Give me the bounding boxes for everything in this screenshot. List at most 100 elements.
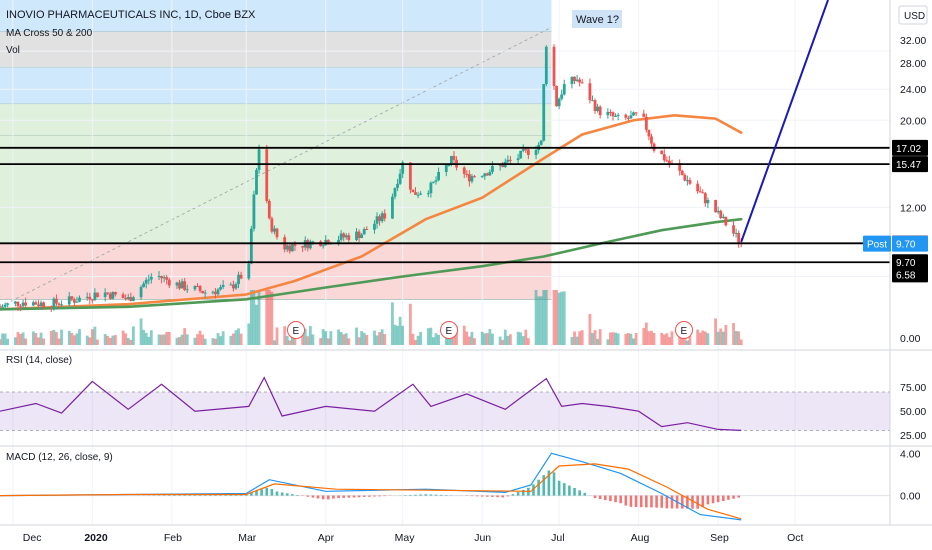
volume-bar bbox=[55, 331, 58, 345]
candle-body bbox=[21, 302, 25, 307]
time-tick-label: Feb bbox=[164, 532, 182, 544]
symbol-title[interactable]: INOVIO PHARMACEUTICALS INC, 1D, Cboe BZX bbox=[6, 9, 256, 21]
candle-body bbox=[544, 46, 548, 84]
macd-histogram-bar bbox=[337, 495, 340, 499]
macd-title[interactable]: MACD (12, 26, close, 9) bbox=[6, 452, 113, 463]
macd-histogram-bar bbox=[604, 495, 607, 501]
candle-body bbox=[560, 94, 564, 99]
candle-body bbox=[598, 106, 602, 116]
volume-bar bbox=[739, 339, 743, 345]
macd-histogram-bar bbox=[424, 494, 428, 496]
candle-body bbox=[13, 301, 17, 304]
candle-body bbox=[634, 112, 638, 114]
volume-bar bbox=[573, 331, 576, 345]
wave-label[interactable]: Wave 1? bbox=[576, 14, 619, 26]
candle-body bbox=[419, 193, 423, 195]
volume-bar bbox=[455, 326, 458, 345]
volume-bar bbox=[265, 290, 269, 345]
volume-bar bbox=[626, 333, 630, 345]
candle-body bbox=[629, 115, 633, 119]
candle-body bbox=[85, 296, 89, 298]
volume-bar bbox=[13, 337, 17, 345]
volume-bar bbox=[509, 334, 512, 345]
volume-bar bbox=[506, 335, 510, 345]
volume-bar bbox=[37, 337, 40, 345]
ma-cross-indicator-label[interactable]: MA Cross 50 & 200 bbox=[6, 28, 93, 39]
rsi-line bbox=[0, 376, 742, 431]
candle-body bbox=[542, 83, 546, 141]
macd-histogram-bar bbox=[368, 495, 371, 497]
volume-bar bbox=[685, 340, 689, 345]
volume-bar bbox=[575, 336, 579, 345]
volume-bar bbox=[609, 332, 612, 345]
volume-bar bbox=[52, 329, 56, 345]
volume-bar bbox=[562, 291, 566, 345]
macd-histogram-bar bbox=[491, 495, 494, 497]
macd-histogram-bar bbox=[660, 495, 664, 508]
candle-body bbox=[96, 292, 99, 297]
currency-box[interactable] bbox=[898, 5, 928, 25]
volume-bar bbox=[652, 332, 656, 345]
macd-histogram-bar bbox=[614, 495, 617, 503]
macd-histogram-bar bbox=[562, 483, 566, 496]
volume-bar bbox=[214, 338, 217, 345]
candle-body bbox=[70, 296, 74, 300]
volume-bar bbox=[229, 335, 233, 345]
macd-histogram-bar bbox=[486, 495, 489, 497]
time-axis[interactable]: Dec 2020 Feb Mar Apr May Jun Jul Aug Sep Oct bbox=[0, 524, 932, 544]
price-tick-label: 12.00 bbox=[900, 202, 926, 214]
trend-drawings[interactable] bbox=[740, 0, 829, 243]
volume-indicator-label[interactable]: Vol bbox=[6, 45, 20, 56]
macd-histogram-bar bbox=[419, 494, 422, 496]
horizontal-levels[interactable] bbox=[0, 146, 890, 264]
candle-body bbox=[498, 164, 502, 166]
candle-body bbox=[596, 106, 600, 112]
volume-bar bbox=[624, 333, 628, 345]
candle-body bbox=[391, 196, 394, 219]
rsi-title[interactable]: RSI (14, close) bbox=[6, 355, 72, 366]
macd-histogram-bar bbox=[696, 495, 699, 509]
candle-body bbox=[432, 181, 435, 183]
candle-body bbox=[573, 76, 576, 82]
candle-body bbox=[165, 277, 169, 280]
candle-body bbox=[267, 200, 271, 219]
volume-bar bbox=[175, 337, 179, 345]
volume-bar bbox=[198, 330, 202, 345]
volume-bar bbox=[60, 329, 63, 345]
candle-body bbox=[416, 194, 420, 196]
candle-body bbox=[72, 299, 76, 303]
volume-bar bbox=[216, 333, 220, 345]
candle-body bbox=[606, 111, 610, 116]
candle-body bbox=[160, 276, 163, 279]
earnings-marker[interactable]: E bbox=[675, 321, 693, 339]
volume-bar bbox=[255, 304, 258, 345]
price-axis[interactable]: 32.00 28.00 24.00 20.00 12.00 0.00 17.02 15.47 9… bbox=[863, 0, 928, 525]
projection-trend-line[interactable] bbox=[740, 0, 829, 243]
price-label: 17.02 bbox=[896, 144, 921, 155]
macd-histogram-bar bbox=[552, 472, 556, 496]
time-tick-label: 2020 bbox=[84, 532, 108, 544]
candle-body bbox=[229, 284, 233, 286]
macd-histogram-bar bbox=[511, 494, 515, 496]
svg-text:E: E bbox=[681, 326, 688, 337]
candle-body bbox=[521, 149, 525, 151]
earnings-marker[interactable]: E bbox=[440, 321, 458, 339]
macd-histogram-bar bbox=[178, 494, 181, 496]
candle-body bbox=[221, 285, 225, 288]
candle-body bbox=[3, 304, 7, 307]
macd-histogram-bar bbox=[568, 485, 571, 496]
candle-body bbox=[480, 176, 484, 178]
volume-bar bbox=[362, 332, 366, 345]
earnings-marker[interactable]: E bbox=[287, 321, 305, 339]
candle-body bbox=[473, 176, 476, 178]
candle-body bbox=[308, 241, 312, 249]
macd-histogram-bar bbox=[624, 495, 628, 506]
candle-body bbox=[203, 292, 207, 294]
macd-histogram-bar bbox=[470, 495, 474, 497]
volume-bar bbox=[131, 326, 135, 345]
macd-histogram-bar bbox=[167, 495, 171, 496]
volume-bar bbox=[355, 327, 358, 345]
volume-bar bbox=[144, 332, 148, 345]
candle-body bbox=[450, 155, 453, 165]
